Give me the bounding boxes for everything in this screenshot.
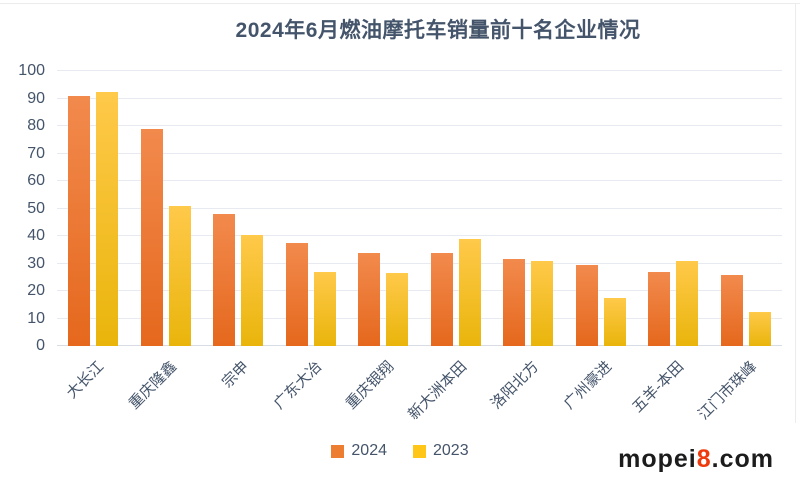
right-divider-line [795,3,796,423]
gridline [57,180,782,181]
watermark-number: 8 [696,445,712,473]
bar-group-重庆银翔 [347,71,420,346]
bar-2023-五羊-本田 [676,260,699,346]
legend-item-2024: 2024 [331,442,387,460]
x-axis-category-label: 洛阳北方 [487,358,543,413]
legend-swatch-2023 [413,444,426,458]
legend-label-2024: 2024 [351,442,387,459]
watermark: mopei8.com [618,447,774,472]
bar-group-洛阳北方 [492,71,565,346]
bar-2024-五羊-本田 [648,271,671,346]
bar-2024-广州豪进 [575,264,598,346]
x-axis-category-label: 五羊-本田 [629,358,688,417]
bar-2023-广州豪进 [603,297,626,346]
x-axis-category-label: 宗申 [219,358,253,392]
bar-2024-洛阳北方 [503,259,526,346]
legend-swatch-2024 [331,444,345,458]
y-axis-tick-label: 90 [27,89,45,107]
gridline [57,290,782,291]
bar-2023-大长江 [96,91,119,346]
y-axis-tick-label: 40 [27,227,45,244]
gridline [57,262,782,264]
gridline [57,235,782,236]
x-axis-tick: 新大洲本田 [405,347,493,431]
top-divider-line [0,3,800,4]
x-axis: 大长江 重庆隆鑫 宗申 广东大冶 重庆银翔 新大洲本田 洛阳北方 广州豪进 五羊-本田 江门市珠峰 [57,347,782,431]
x-axis-category-label: 大长江 [63,358,108,402]
bar-group-新大洲本田 [420,71,493,346]
bar-2024-重庆银翔 [358,252,381,346]
y-axis-tick-label: 0 [36,337,45,354]
bar-group-广州豪进 [565,71,638,346]
y-axis-tick-label: 60 [27,172,45,189]
plot-area [57,70,782,346]
x-axis-tick: 宗申 [202,347,275,431]
chart-legend: 2024 2023 [0,442,800,460]
gridline [57,317,782,319]
y-axis-tick-label: 80 [27,117,45,134]
watermark-suffix: .com [711,445,774,473]
y-axis: 0 10 20 30 40 50 60 70 80 90 100 [0,63,45,354]
bar-2023-重庆银翔 [386,273,409,346]
bar-2023-洛阳北方 [531,260,554,346]
x-axis-category-label: 广东大冶 [270,358,325,413]
bar-2023-宗申 [241,234,264,346]
x-axis-tick: 江门市珠峰 [695,347,783,431]
y-axis-tick-label: 70 [27,144,45,162]
y-axis-tick-label: 50 [27,199,45,217]
x-axis-tick: 重庆银翔 [343,347,420,431]
bar-2024-新大洲本田 [430,252,453,346]
y-axis-tick-label: 30 [27,254,45,272]
gridline [57,97,782,99]
watermark-prefix: mopei [618,445,697,473]
bar-group-广东大冶 [275,71,348,346]
x-axis-tick: 大长江 [57,347,130,431]
bar-group-五羊-本田 [637,71,710,346]
gridline [57,125,782,126]
legend-label-2023: 2023 [433,442,469,459]
legend-item-2023: 2023 [413,442,469,460]
bar-group-江门市珠峰 [710,71,783,346]
bar-group-大长江 [57,71,130,346]
x-axis-category-label: 重庆银翔 [342,358,398,413]
bar-2023-江门市珠峰 [748,311,771,346]
x-axis-tick: 广东大冶 [270,347,348,431]
gridline [57,70,782,71]
x-axis-category-label: 重庆隆鑫 [125,358,180,413]
x-axis-tick: 五羊-本田 [629,347,710,431]
bar-2024-江门市珠峰 [720,274,743,346]
gridline [57,207,782,209]
bar-2023-重庆隆鑫 [168,205,191,346]
x-axis-category-label: 广州豪进 [560,358,615,413]
bar-2024-广东大冶 [285,242,308,346]
bar-group-重庆隆鑫 [130,71,203,346]
bar-group-宗申 [202,71,275,346]
bar-2024-重庆隆鑫 [140,128,163,346]
bar-2024-大长江 [68,95,91,346]
bar-2023-广东大冶 [313,271,336,346]
gridline [57,345,782,346]
y-axis-tick-label: 10 [27,309,45,327]
y-axis-tick-label: 100 [18,62,45,79]
chart-title: 2024年6月燃油摩托车销量前十名企业情况 [235,19,641,42]
bar-2024-宗申 [213,214,236,346]
bar-2023-新大洲本田 [458,238,481,346]
x-axis-tick: 重庆隆鑫 [125,347,203,431]
x-axis-tick: 洛阳北方 [488,347,565,431]
y-axis-tick-label: 20 [27,282,45,299]
bars-row [57,71,782,346]
x-axis-tick: 广州豪进 [560,347,638,431]
gridline [57,152,782,154]
